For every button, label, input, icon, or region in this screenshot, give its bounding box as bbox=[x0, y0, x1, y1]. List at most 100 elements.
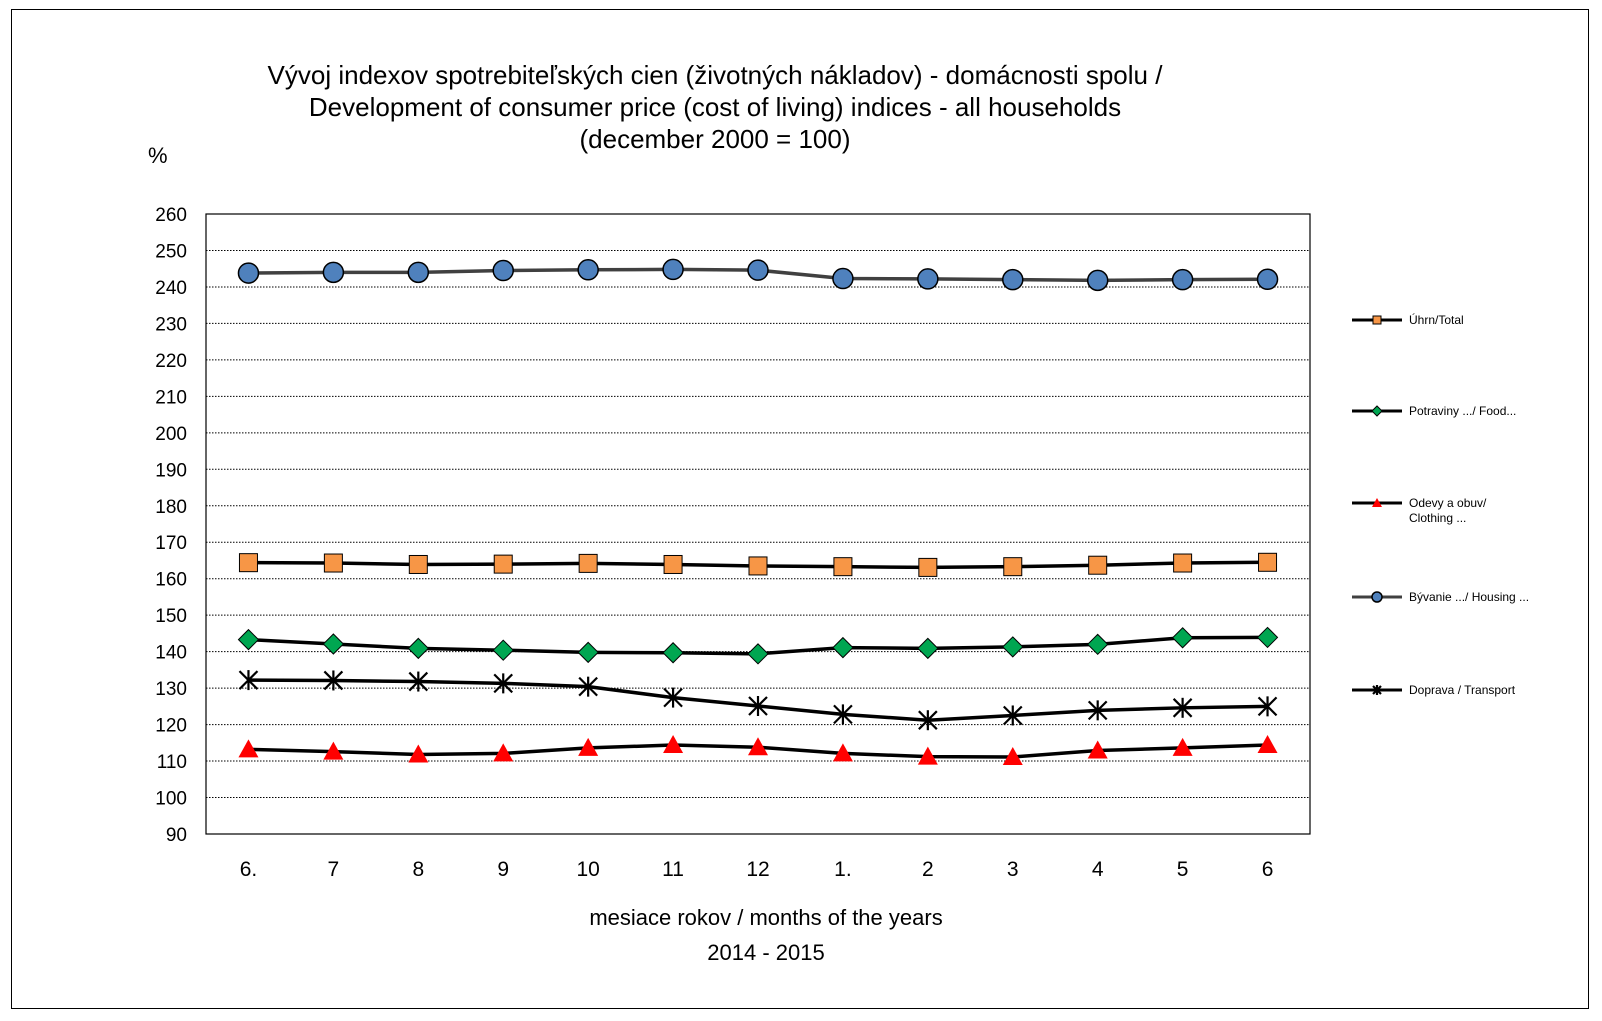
data-point bbox=[1172, 737, 1193, 756]
series-1 bbox=[238, 552, 1278, 577]
legend-item: Odevy a obuv/Clothing ... bbox=[1352, 496, 1487, 525]
data-point bbox=[663, 687, 683, 708]
data-point bbox=[748, 737, 768, 756]
y-tick-label: 170 bbox=[155, 533, 187, 554]
x-axis-label-line-2: 2014 - 2015 bbox=[707, 940, 824, 965]
data-point bbox=[832, 267, 854, 290]
y-tick-label: 180 bbox=[155, 497, 187, 518]
y-tick-label: 200 bbox=[155, 424, 187, 445]
data-point bbox=[1256, 626, 1279, 649]
data-point bbox=[833, 704, 853, 725]
legend-marker bbox=[1372, 685, 1382, 695]
y-tick-label: 210 bbox=[155, 387, 187, 408]
title-line-3: (december 2000 = 100) bbox=[579, 124, 850, 154]
data-point bbox=[1002, 747, 1023, 766]
legend-marker bbox=[1371, 405, 1383, 417]
data-point bbox=[1257, 735, 1278, 754]
data-point bbox=[1002, 268, 1024, 291]
series-5 bbox=[238, 670, 1278, 731]
data-point bbox=[833, 557, 853, 577]
plot-area bbox=[205, 213, 1311, 835]
y-tick-label: 160 bbox=[155, 570, 187, 591]
data-point bbox=[1087, 740, 1108, 759]
legend-label: Potraviny .../ Food... bbox=[1409, 404, 1516, 418]
data-point bbox=[747, 259, 769, 281]
data-point bbox=[407, 637, 430, 660]
data-point bbox=[237, 628, 260, 651]
x-tick-label: 6 bbox=[1262, 858, 1274, 881]
data-point bbox=[237, 262, 260, 284]
legend-item: Doprava / Transport bbox=[1352, 683, 1516, 697]
y-tick-label: 240 bbox=[155, 278, 187, 299]
legend-label: Úhrn/Total bbox=[1409, 312, 1464, 327]
data-point bbox=[1256, 268, 1279, 291]
plot-area-border bbox=[205, 213, 1311, 835]
y-tick-label: 150 bbox=[155, 606, 187, 627]
x-tick-label: 9 bbox=[497, 858, 509, 881]
legend-item: Bývanie .../ Housing ... bbox=[1352, 590, 1529, 604]
data-point bbox=[238, 553, 258, 573]
x-tick-label: 2 bbox=[922, 858, 934, 881]
data-point bbox=[918, 557, 938, 577]
data-point bbox=[578, 737, 599, 756]
data-point bbox=[493, 743, 514, 762]
y-tick-label: 90 bbox=[166, 825, 187, 846]
legend-label: Odevy a obuv/ bbox=[1409, 496, 1487, 510]
title-line-1: Vývoj indexov spotrebiteľských cien (živ… bbox=[268, 60, 1164, 90]
data-point bbox=[1172, 697, 1193, 718]
data-point bbox=[918, 710, 938, 731]
y-tick-label: 110 bbox=[157, 752, 187, 773]
x-tick-label: 10 bbox=[576, 858, 599, 881]
legend: Úhrn/Total Potraviny .../ Food... Odevy a … bbox=[1352, 312, 1529, 697]
data-point bbox=[662, 258, 684, 281]
x-tick-label: 4 bbox=[1092, 858, 1104, 881]
data-point bbox=[323, 670, 344, 691]
data-point bbox=[408, 671, 429, 692]
grid-layer bbox=[206, 249, 1310, 799]
data-point bbox=[323, 553, 343, 573]
data-point bbox=[1171, 268, 1194, 291]
data-point bbox=[748, 695, 768, 716]
series-2 bbox=[237, 626, 1279, 665]
y-axis-unit: % bbox=[148, 143, 168, 168]
data-point bbox=[1002, 636, 1024, 658]
y-tick-label: 120 bbox=[155, 716, 187, 737]
data-point bbox=[748, 556, 768, 576]
data-point bbox=[662, 642, 684, 664]
data-point bbox=[578, 676, 598, 697]
data-point bbox=[832, 636, 854, 659]
y-tick-label: 260 bbox=[155, 205, 187, 226]
chart-frame bbox=[11, 9, 1589, 1009]
data-point bbox=[577, 641, 599, 664]
legend-item: Úhrn/Total bbox=[1352, 312, 1464, 327]
title-line-2: Development of consumer price (cost of l… bbox=[309, 92, 1121, 122]
legend-label: Bývanie .../ Housing ... bbox=[1409, 590, 1529, 604]
data-point bbox=[493, 554, 513, 574]
data-point bbox=[1086, 633, 1109, 656]
data-point bbox=[747, 643, 769, 665]
x-tick-label: 7 bbox=[328, 858, 340, 881]
x-tick-label: 11 bbox=[662, 858, 684, 881]
x-tick-label: 12 bbox=[746, 858, 769, 881]
series-layer bbox=[237, 258, 1279, 766]
data-point bbox=[322, 633, 345, 655]
data-point bbox=[1002, 705, 1023, 726]
data-point bbox=[1088, 555, 1108, 575]
data-point bbox=[1257, 696, 1278, 717]
x-tick-label: 3 bbox=[1007, 858, 1019, 881]
data-point bbox=[322, 261, 345, 284]
y-tick-label: 230 bbox=[155, 314, 187, 335]
data-point bbox=[917, 746, 938, 765]
x-tick-label: 1. bbox=[834, 858, 852, 881]
data-point bbox=[578, 553, 598, 573]
y-tick-label: 220 bbox=[155, 351, 187, 372]
legend-marker bbox=[1372, 498, 1382, 507]
data-point bbox=[1258, 552, 1278, 572]
legend-label: Doprava / Transport bbox=[1409, 683, 1516, 697]
data-point bbox=[407, 261, 430, 284]
legend-label: Clothing ... bbox=[1409, 511, 1466, 525]
series-3 bbox=[238, 735, 1278, 766]
x-axis: 6. 7 8 9 10 11 12 1. 2 3 4 5 6 bbox=[240, 858, 1274, 881]
data-point bbox=[663, 735, 684, 754]
